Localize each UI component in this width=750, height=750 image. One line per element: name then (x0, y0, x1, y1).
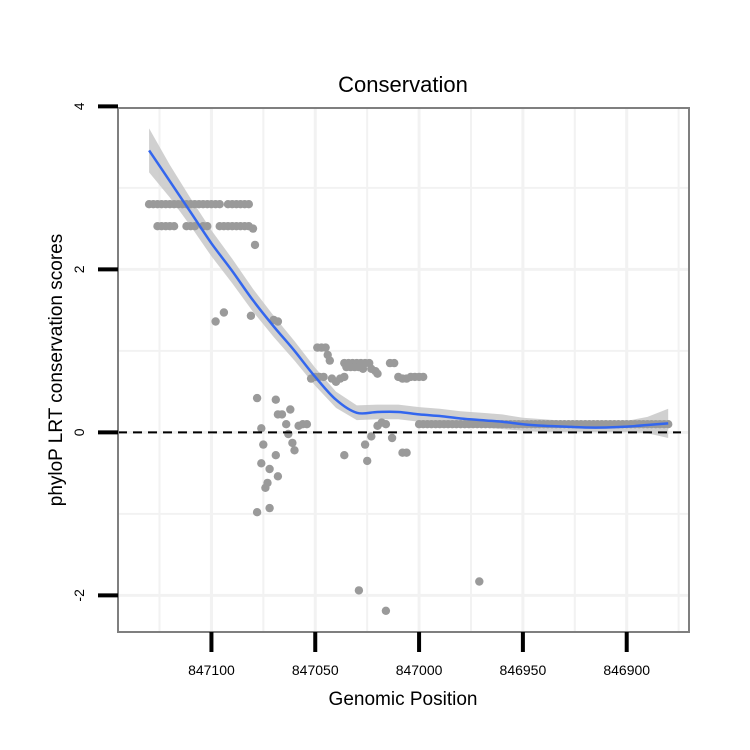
data-point (261, 483, 270, 492)
data-point (387, 433, 397, 443)
data-point (259, 440, 268, 449)
data-point (284, 429, 293, 439)
smooth-line (148, 149, 669, 429)
data-point (246, 311, 256, 320)
data-point (419, 372, 428, 382)
data-point (373, 421, 382, 430)
x-tick-label: 846900 (603, 662, 650, 678)
data-point (190, 222, 199, 231)
x-axis: 847100 847050 847000 846950 846900 (188, 632, 650, 678)
data-point (215, 200, 224, 209)
data-point (340, 372, 349, 382)
data-point (211, 317, 220, 326)
data-point (273, 472, 283, 481)
data-point (288, 438, 297, 448)
data-point (244, 200, 253, 209)
data-point (286, 405, 295, 414)
grid (118, 108, 689, 632)
y-axis: -2 0 2 4 (71, 102, 118, 602)
x-tick-label: 847100 (188, 662, 235, 678)
data-point (277, 410, 287, 419)
data-point (340, 451, 349, 460)
data-point (354, 586, 364, 595)
data-point (265, 503, 274, 513)
data-point (169, 222, 179, 231)
data-point (257, 424, 266, 433)
y-axis-label: phyloP LRT conservation scores (46, 234, 67, 507)
x-tick-label: 847000 (396, 662, 443, 678)
data-point (271, 451, 280, 460)
data-point (363, 456, 372, 466)
data-point (325, 356, 334, 365)
data-point (219, 308, 229, 317)
data-point (381, 606, 391, 615)
data-point (402, 448, 411, 457)
data-point (373, 369, 382, 378)
data-point (252, 508, 262, 517)
y-tick-label: 0 (71, 428, 87, 436)
data-point (257, 459, 266, 468)
x-axis-label: Genomic Position (329, 689, 478, 710)
data-point (290, 446, 299, 455)
panel-border (117, 107, 690, 633)
data-point (321, 343, 330, 352)
x-tick-label: 847050 (292, 662, 339, 678)
smooth-curve (148, 149, 669, 429)
data-point (248, 224, 258, 233)
data-point (252, 393, 262, 403)
x-tick-label: 846950 (500, 662, 547, 678)
data-point (319, 372, 328, 382)
data-point (360, 440, 370, 449)
y-tick-label: 4 (71, 102, 87, 110)
data-point (367, 432, 376, 441)
data-point (302, 420, 312, 429)
y-tick-label: 2 (71, 265, 87, 273)
data-point (390, 358, 399, 368)
data-point (265, 464, 274, 474)
data-point (273, 317, 283, 326)
data-point (271, 395, 280, 404)
y-tick-label: -2 (71, 589, 87, 602)
data-point (282, 420, 291, 429)
data-point (358, 364, 368, 373)
data-point (250, 240, 260, 250)
data-point (475, 577, 484, 586)
data-point (203, 222, 212, 231)
chart-title: Conservation (338, 72, 468, 97)
